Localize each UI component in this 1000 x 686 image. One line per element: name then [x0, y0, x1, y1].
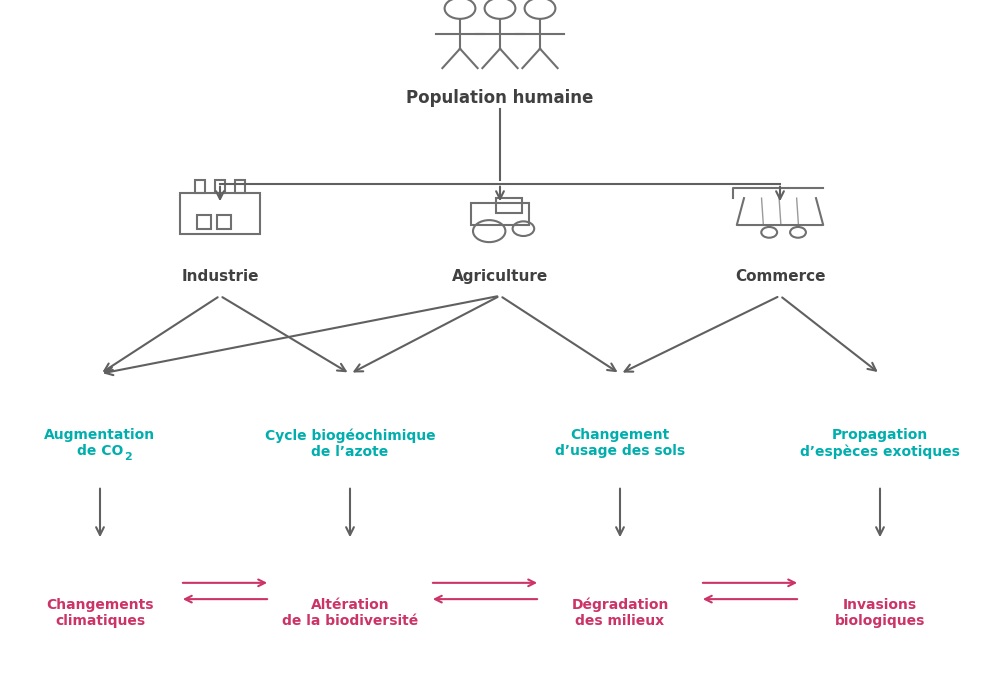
Text: Commerce: Commerce [735, 269, 825, 283]
Text: Dégradation
des milieux: Dégradation des milieux [571, 598, 669, 628]
Text: Invasions
biologiques: Invasions biologiques [835, 598, 925, 628]
Text: Propagation
d’espèces exotiques: Propagation d’espèces exotiques [800, 428, 960, 459]
Text: Cycle biogéochimique
de l’azote: Cycle biogéochimique de l’azote [265, 428, 435, 459]
Text: Industrie: Industrie [181, 269, 259, 283]
Text: Changements
climatiques: Changements climatiques [46, 598, 154, 628]
Text: Changement
d’usage des sols: Changement d’usage des sols [555, 428, 685, 458]
Text: Augmentation
de CO: Augmentation de CO [44, 428, 156, 458]
Text: Population humaine: Population humaine [406, 88, 594, 107]
Text: Altération
de la biodiversité: Altération de la biodiversité [282, 598, 418, 628]
Text: Agriculture: Agriculture [452, 269, 548, 283]
Text: 2: 2 [124, 452, 132, 462]
